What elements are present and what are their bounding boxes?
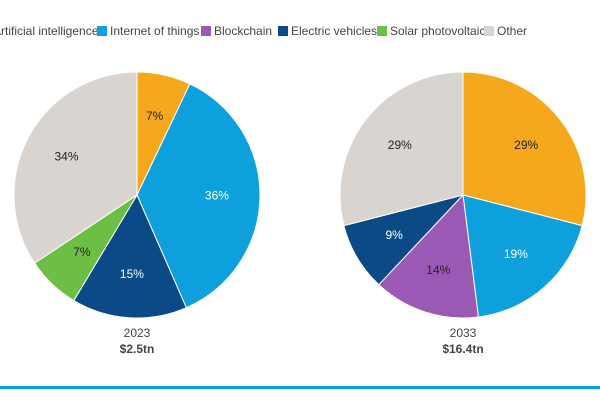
legend-label: Internet of things	[110, 24, 199, 38]
legend-label: Solar photovoltaic	[390, 24, 485, 38]
pie-slice	[339, 71, 464, 227]
slice-label: 29%	[514, 138, 538, 152]
slice-label: 14%	[426, 263, 450, 277]
slice-label: 36%	[205, 188, 229, 202]
pie-year: 2023	[124, 326, 151, 340]
legend-swatch	[377, 26, 387, 36]
slice-label: 7%	[146, 109, 164, 123]
slice-label: 7%	[73, 245, 91, 259]
legend-label: Other	[497, 24, 527, 38]
slice-label: 19%	[504, 247, 528, 261]
pie-slice	[462, 71, 587, 227]
pie-total: $2.5tn	[120, 342, 155, 356]
pie-slice	[13, 71, 138, 264]
pie-slice	[73, 193, 187, 319]
slice-label: 15%	[120, 267, 144, 281]
pie-slice	[462, 194, 583, 318]
legend-swatch	[97, 26, 107, 36]
slice-label: 34%	[55, 149, 79, 163]
pie-year: 2033	[450, 326, 477, 340]
legend-swatch	[201, 26, 211, 36]
legend-label: Artificial intelligence	[0, 24, 99, 38]
slice-label: 29%	[388, 138, 412, 152]
slice-label: 9%	[386, 228, 404, 242]
pie-total: $16.4tn	[442, 342, 483, 356]
legend-label: Blockchain	[214, 24, 272, 38]
legend-swatch	[278, 26, 288, 36]
legend-label: Electric vehicles	[291, 24, 377, 38]
legend-swatch	[484, 26, 494, 36]
pie-slice	[136, 83, 261, 309]
bottom-rule	[0, 386, 600, 389]
pie-slice	[378, 193, 479, 319]
